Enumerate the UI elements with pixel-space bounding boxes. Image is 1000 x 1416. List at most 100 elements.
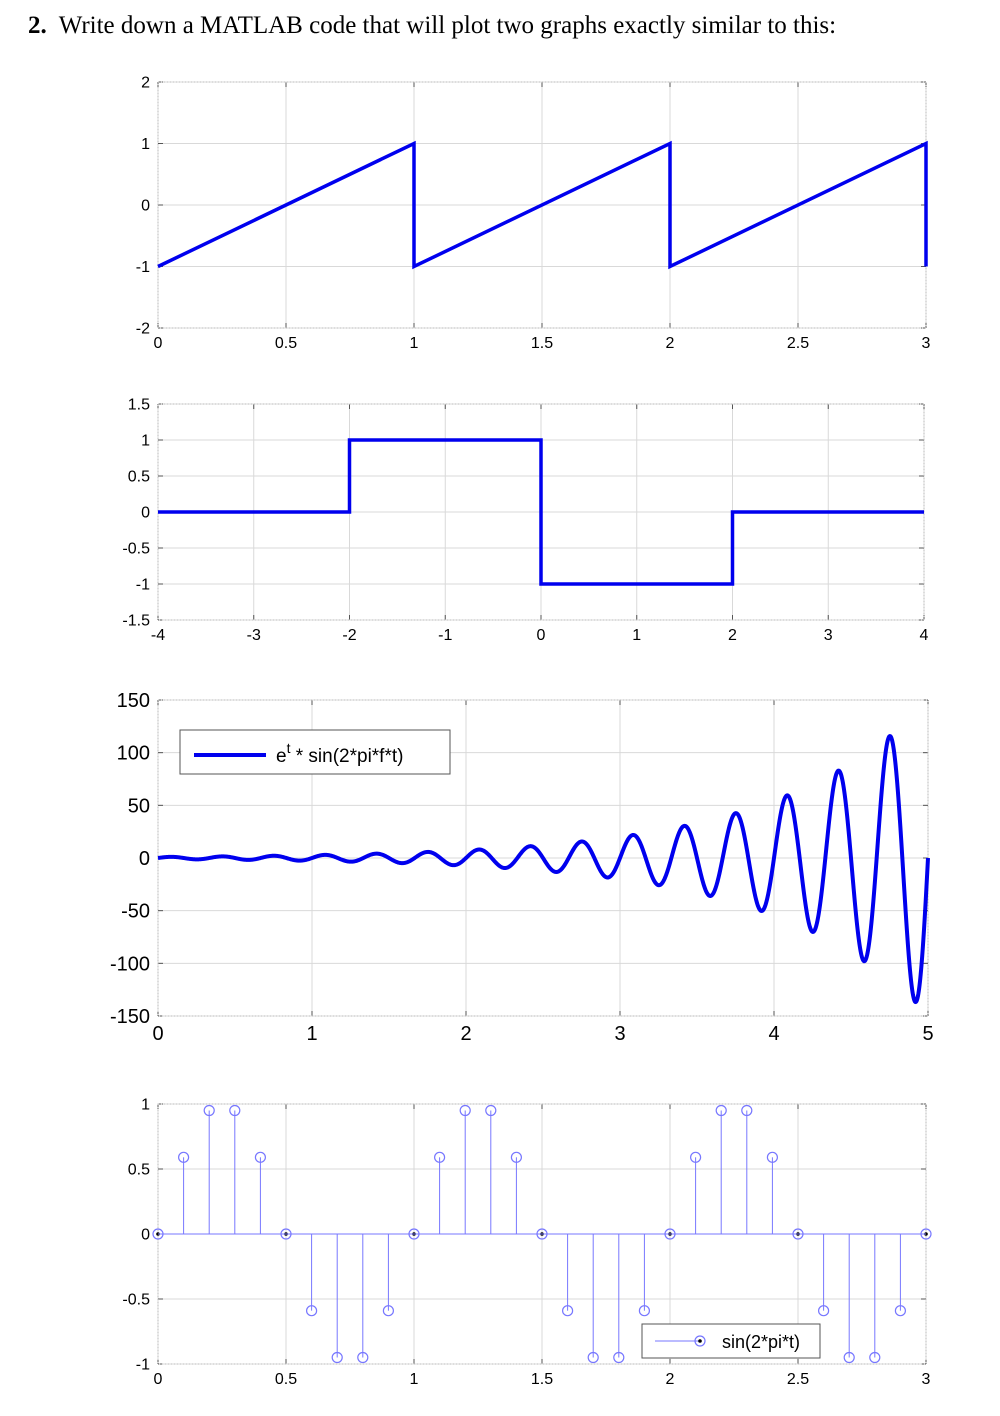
- x-tick-label: 3: [922, 335, 931, 352]
- stem-marker: [485, 1104, 497, 1117]
- stem-point: [638, 1234, 651, 1317]
- stem-point: [434, 1151, 446, 1234]
- stem-point: [306, 1234, 318, 1317]
- series-line: [157, 140, 928, 270]
- x-tick-label: 3: [922, 1371, 931, 1388]
- legend: et * sin(2*pi*f*t): [179, 729, 451, 775]
- x-tick-label: -3: [247, 627, 261, 644]
- stem-point: [331, 1234, 343, 1364]
- stem-marker: [178, 1151, 190, 1163]
- x-tick-label: 1: [632, 627, 641, 644]
- legend-marker-dot: [698, 1339, 702, 1343]
- stem-marker: [817, 1305, 830, 1317]
- x-tick-label: 3: [614, 1023, 625, 1045]
- stem-marker: [869, 1351, 881, 1364]
- x-tick-label: 2: [666, 1371, 675, 1388]
- stem-marker: [689, 1151, 702, 1163]
- y-tick-label: 100: [117, 743, 150, 765]
- stem-marker: [510, 1151, 523, 1163]
- x-tick-label: 3: [824, 627, 833, 644]
- x-tick-label: 0.5: [275, 1371, 297, 1388]
- y-tick-label: -0.5: [122, 541, 150, 558]
- question-number: 2.: [28, 12, 47, 39]
- y-tick-label: 0.5: [128, 1162, 150, 1179]
- x-tick-label: -1: [438, 627, 452, 644]
- y-tick-label: -50: [121, 901, 150, 923]
- x-tick-label: 5: [922, 1023, 933, 1045]
- stem-marker: [331, 1351, 343, 1364]
- y-tick-label: 2: [141, 75, 150, 92]
- stem-marker: [715, 1104, 727, 1117]
- stem-marker: [382, 1305, 394, 1317]
- stem-marker: [254, 1151, 266, 1163]
- stem-marker: [587, 1351, 599, 1364]
- x-tick-label: 4: [768, 1023, 779, 1045]
- stem-point: [561, 1234, 574, 1317]
- x-tick-label: 2.5: [787, 1371, 809, 1388]
- stem-point: [715, 1104, 727, 1234]
- stem-point: [741, 1104, 753, 1234]
- x-tick-label: 0: [152, 1023, 163, 1045]
- stem-marker: [434, 1151, 446, 1163]
- stem-point: [357, 1234, 369, 1364]
- y-tick-label: 0: [139, 848, 150, 870]
- stem-marker: [459, 1104, 471, 1117]
- y-tick-label: -100: [110, 953, 150, 975]
- x-tick-label: 1: [410, 335, 419, 352]
- y-tick-label: 150: [117, 690, 150, 712]
- stem-point: [894, 1234, 907, 1317]
- y-tick-label: -1.5: [122, 613, 150, 630]
- x-tick-label: 0: [154, 335, 163, 352]
- y-tick-label: -2: [136, 321, 150, 338]
- x-tick-label: 1: [306, 1023, 317, 1045]
- stem-point: [689, 1151, 702, 1234]
- x-tick-label: 2: [460, 1023, 471, 1045]
- y-tick-label: -1: [136, 1357, 150, 1374]
- y-tick-label: 0.5: [128, 469, 150, 486]
- x-tick-label: 1.5: [531, 1371, 553, 1388]
- y-tick-label: 1: [141, 1097, 150, 1114]
- y-tick-label: -1: [136, 577, 150, 594]
- y-tick-label: 1.5: [128, 397, 150, 414]
- stem-point: [229, 1104, 241, 1234]
- question-prompt: Write down a MATLAB code that will plot …: [58, 12, 837, 39]
- x-tick-label: 0: [537, 627, 546, 644]
- legend-label: sin(2*pi*t): [722, 1332, 800, 1352]
- stem-marker: [638, 1305, 651, 1317]
- stem-point: [613, 1234, 625, 1364]
- legend: sin(2*pi*t): [641, 1323, 821, 1359]
- stem-marker: [894, 1305, 907, 1317]
- stem-point: [766, 1151, 779, 1234]
- x-tick-label: -2: [342, 627, 356, 644]
- stem-marker: [229, 1104, 241, 1117]
- y-tick-label: 0: [141, 198, 150, 215]
- series-line: [158, 438, 924, 586]
- legend-label: et * sin(2*pi*f*t): [276, 740, 403, 767]
- y-tick-label: 0: [141, 505, 150, 522]
- stem-point: [203, 1104, 215, 1234]
- x-tick-label: 2: [666, 335, 675, 352]
- x-tick-label: 4: [920, 627, 929, 644]
- x-tick-label: 2.5: [787, 335, 809, 352]
- stem-marker: [843, 1351, 855, 1364]
- stem-point: [817, 1234, 830, 1317]
- y-tick-label: -1: [136, 259, 150, 276]
- x-tick-label: 2: [728, 627, 737, 644]
- stem-point: [843, 1234, 855, 1364]
- series-line: [157, 733, 930, 1005]
- stem-point: [869, 1234, 881, 1364]
- y-tick-label: 1: [141, 433, 150, 450]
- stem-marker: [203, 1104, 215, 1117]
- x-tick-label: -4: [151, 627, 165, 644]
- y-tick-label: 1: [141, 136, 150, 153]
- stem-marker: [766, 1151, 779, 1163]
- stem-marker: [561, 1305, 574, 1317]
- x-tick-label: 1: [410, 1371, 419, 1388]
- x-tick-label: 0: [154, 1371, 163, 1388]
- question-text: 2. Write down a MATLAB code that will plo…: [28, 12, 836, 40]
- stem-point: [382, 1234, 394, 1317]
